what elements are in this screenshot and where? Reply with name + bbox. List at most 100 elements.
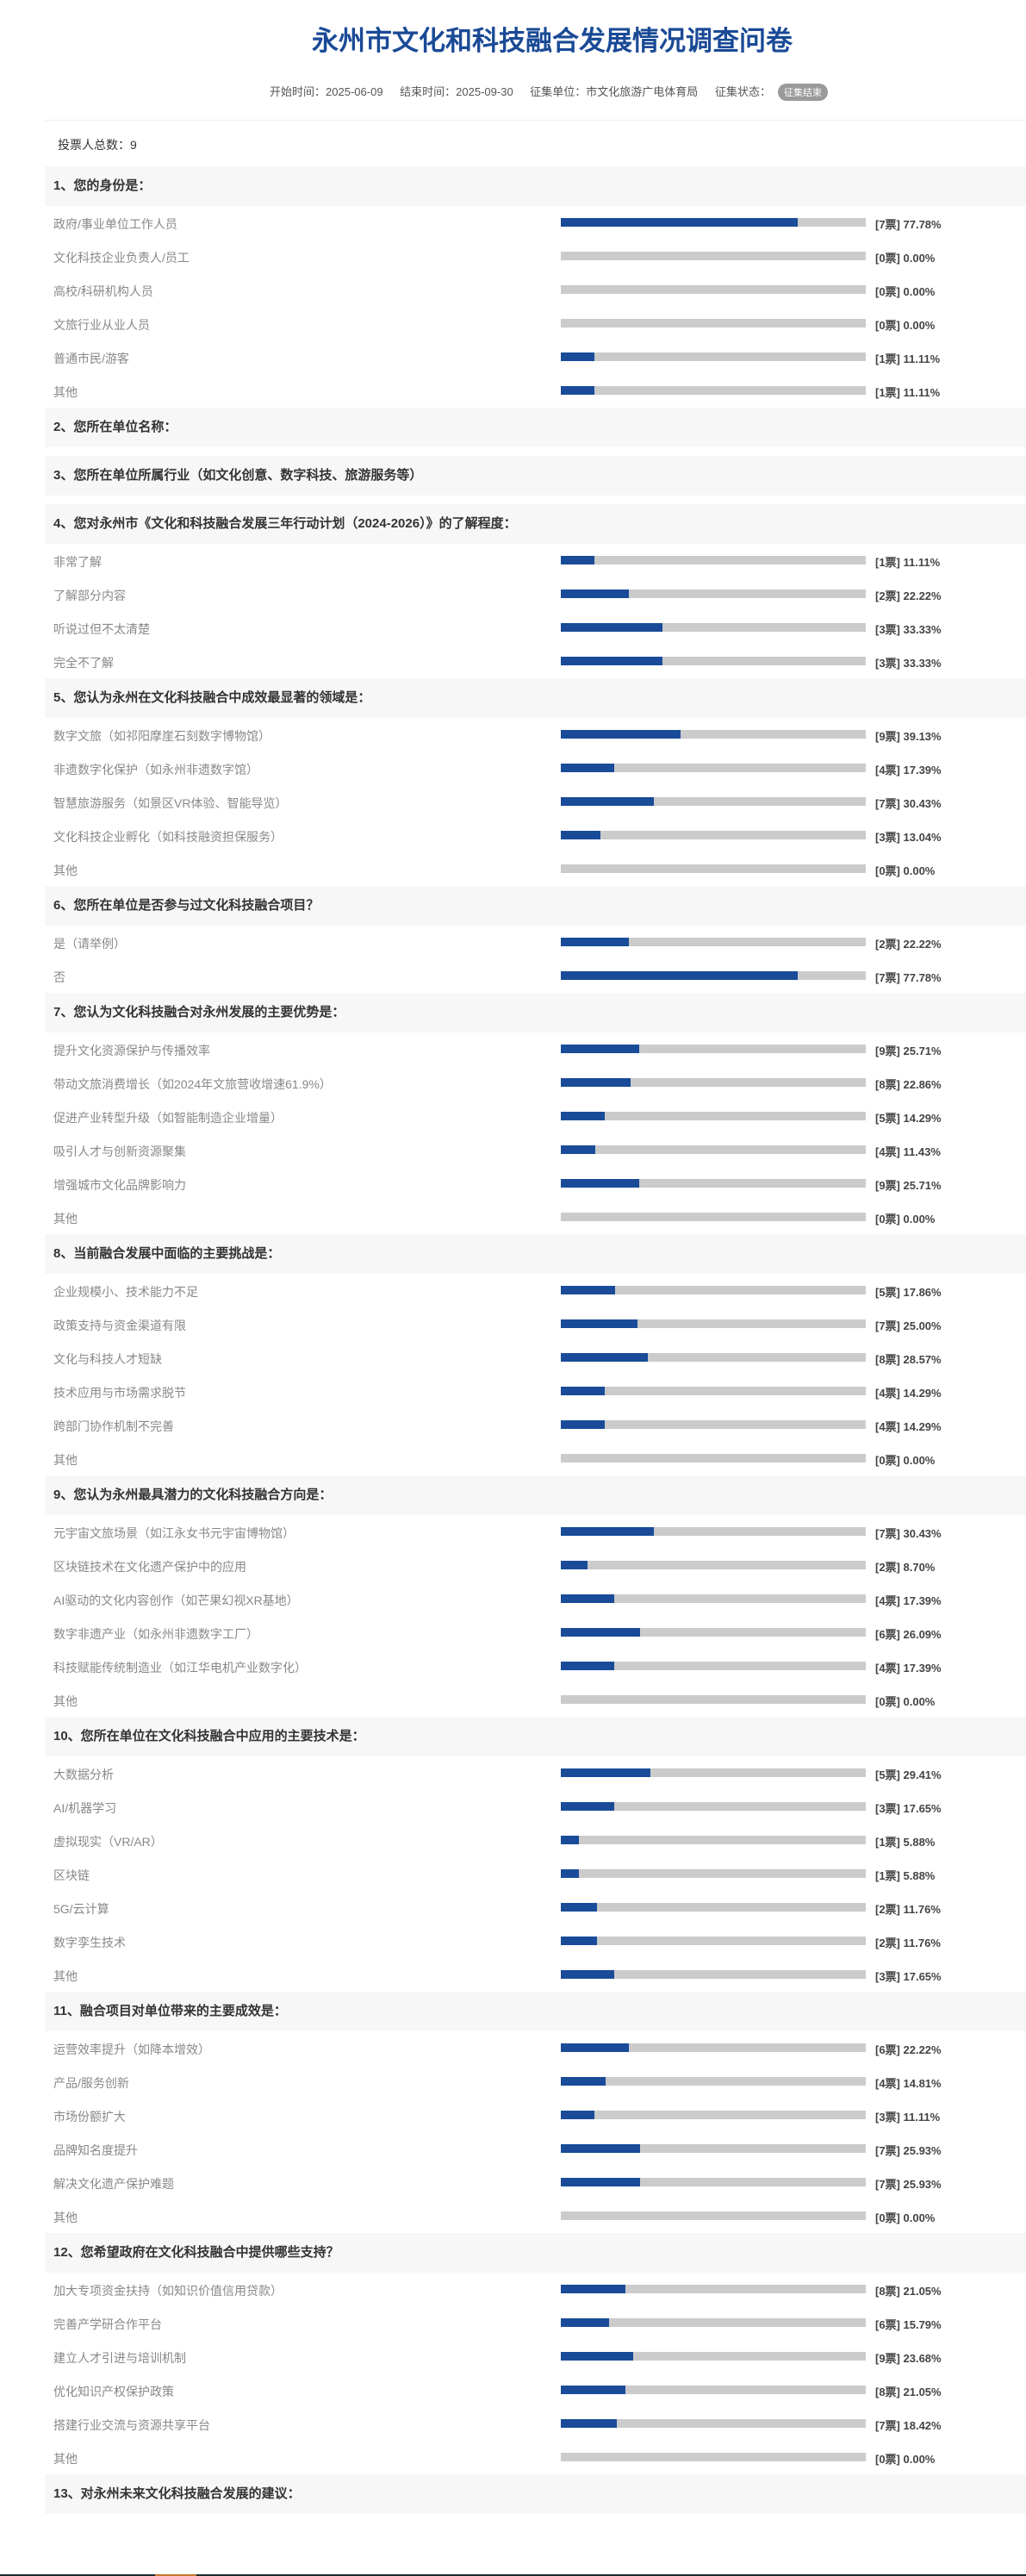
question-block: 1、您的身份是： 政府/事业单位工作人员 [7票] 77.78% 文化科技企业负责人/… — [45, 166, 1026, 408]
progress-fill — [561, 386, 595, 395]
option-row: 区块链 [1票] 5.88% — [45, 1857, 1026, 1891]
question-block: 9、您认为永州最具潜力的文化科技融合方向是： 元宇宙文旅场景（如江永女书元宇宙博物… — [45, 1475, 1026, 1717]
option-row: 其他 [3票] 17.65% — [45, 1958, 1026, 1992]
option-row: 区块链技术在文化遗产保护中的应用 [2票] 8.70% — [45, 1549, 1026, 1582]
progress-bar — [561, 1387, 866, 1395]
option-row: 虚拟现实（VR/AR） [1票] 5.88% — [45, 1824, 1026, 1857]
option-row: 数字非遗产业（如永州非遗数字工厂） [6票] 26.09% — [45, 1616, 1026, 1650]
progress-fill — [561, 218, 799, 227]
vote-result: [7票] 25.93% — [875, 2178, 942, 2191]
option-label: 品牌知名度提升 — [53, 2143, 138, 2157]
progress-fill — [561, 1420, 605, 1429]
option-label: 市场份额扩大 — [53, 2110, 126, 2124]
progress-fill — [561, 1836, 579, 1844]
option-label: 其他 — [53, 2452, 78, 2466]
progress-fill — [561, 2386, 625, 2394]
question-block: 10、您所在单位在文化科技融合中应用的主要技术是： 大数据分析 [5票] 29.41… — [45, 1717, 1026, 1992]
option-label: 区块链 — [53, 1868, 90, 1882]
vote-result: [7票] 30.43% — [875, 1527, 942, 1540]
option-label: 非常了解 — [53, 555, 102, 569]
option-row: 技术应用与市场需求脱节 [4票] 14.29% — [45, 1375, 1026, 1408]
progress-bar — [561, 1213, 866, 1221]
vote-result: [6票] 22.22% — [875, 2043, 942, 2056]
option-label: 解决文化遗产保护难题 — [53, 2177, 174, 2191]
vote-result: [4票] 11.43% — [875, 1145, 941, 1158]
option-row: 高校/科研机构人员 [0票] 0.00% — [45, 273, 1026, 307]
option-label: 技术应用与市场需求脱节 — [53, 1386, 186, 1400]
progress-bar — [561, 2419, 866, 2428]
option-label: 元宇宙文旅场景（如江永女书元宇宙博物馆） — [53, 1526, 295, 1540]
question-block: 5、您认为永州在文化科技融合中成效最显著的领域是： 数字文旅（如祁阳摩崖石刻数字博… — [45, 678, 1026, 886]
progress-fill — [561, 1561, 588, 1569]
vote-result: [2票] 22.22% — [875, 589, 942, 602]
option-row: 品牌知名度提升 [7票] 25.93% — [45, 2132, 1026, 2166]
option-row: 其他 [0票] 0.00% — [45, 1683, 1026, 1717]
vote-result: [0票] 0.00% — [875, 1213, 936, 1226]
vote-result: [4票] 14.29% — [875, 1420, 942, 1433]
option-label: 文化科技企业负责人/员工 — [53, 251, 190, 265]
progress-fill — [561, 1145, 596, 1154]
progress-bar — [561, 1594, 866, 1603]
option-row: 政府/事业单位工作人员 [7票] 77.78% — [45, 206, 1026, 240]
progress-fill — [561, 1662, 614, 1670]
question-title: 5、您认为永州在文化科技融合中成效最显著的领域是： — [45, 678, 1026, 718]
option-label: 文化与科技人才短缺 — [53, 1352, 162, 1366]
progress-fill — [561, 657, 662, 665]
progress-fill — [561, 1970, 615, 1979]
vote-result: [9票] 25.71% — [875, 1045, 942, 1057]
option-label: 数字孪生技术 — [53, 1936, 126, 1949]
vote-result: [4票] 17.39% — [875, 764, 942, 777]
option-row: 建立人才引进与培训机制 [9票] 23.68% — [45, 2340, 1026, 2373]
vote-result: [1票] 5.88% — [875, 1836, 936, 1849]
option-row: AI驱动的文化内容创作（如芒果幻视XR基地） [4票] 17.39% — [45, 1582, 1026, 1616]
option-label: AI驱动的文化内容创作（如芒果幻视XR基地） — [53, 1594, 299, 1607]
option-label: 科技赋能传统制造业（如江华电机产业数字化） — [53, 1661, 307, 1675]
progress-bar — [561, 252, 866, 260]
progress-fill — [561, 1353, 649, 1362]
option-label: 其他 — [53, 385, 78, 399]
option-label: 完善产学研合作平台 — [53, 2317, 162, 2331]
status-label: 征集状态： — [714, 85, 771, 98]
vote-result: [2票] 8.70% — [875, 1561, 936, 1574]
progress-bar — [561, 1319, 866, 1328]
option-row: 其他 [0票] 0.00% — [45, 1442, 1026, 1475]
question-block: 11、融合项目对单位带来的主要成效是： 运营效率提升（如降本增效） [6票] 22.… — [45, 1992, 1026, 2233]
progress-fill — [561, 1112, 605, 1120]
vote-result: [3票] 17.65% — [875, 1970, 942, 1983]
option-row: 非常了解 [1票] 11.11% — [45, 544, 1026, 577]
vote-result: [6票] 26.09% — [875, 1628, 942, 1641]
option-label: 完全不了解 — [53, 656, 114, 670]
option-label: 普通市民/游客 — [53, 352, 129, 365]
option-row: AI/机器学习 [3票] 17.65% — [45, 1790, 1026, 1824]
option-label: 虚拟现实（VR/AR） — [53, 1835, 163, 1849]
taskbar-edge — [0, 2574, 1026, 2576]
progress-fill — [561, 1387, 605, 1395]
progress-fill — [561, 2043, 629, 2052]
option-label: 其他 — [53, 1212, 78, 1226]
progress-bar — [561, 730, 866, 739]
progress-bar — [561, 657, 866, 665]
progress-fill — [561, 730, 681, 739]
question-title: 8、当前融合发展中面临的主要挑战是： — [45, 1234, 1026, 1274]
option-row: 5G/云计算 [2票] 11.76% — [45, 1891, 1026, 1924]
option-label: 增强城市文化品牌影响力 — [53, 1178, 186, 1192]
vote-result: [8票] 22.86% — [875, 1078, 942, 1091]
progress-fill — [561, 764, 614, 772]
option-label: 跨部门协作机制不完善 — [53, 1419, 174, 1433]
option-row: 大数据分析 [5票] 29.41% — [45, 1756, 1026, 1790]
vote-result: [5票] 17.86% — [875, 1286, 942, 1299]
progress-bar — [561, 864, 866, 873]
option-label: 其他 — [53, 1453, 78, 1467]
option-row: 其他 [1票] 11.11% — [45, 374, 1026, 408]
question-block: 4、您对永州市《文化和科技融合发展三年行动计划（2024-2026）》的了解程度… — [45, 504, 1026, 678]
progress-fill — [561, 1179, 639, 1188]
taskbar-active-item[interactable] — [155, 2574, 196, 2576]
option-row: 否 [7票] 77.78% — [45, 959, 1026, 993]
option-row: 加大专项资金扶持（如知识价值信用贷款） [8票] 21.05% — [45, 2273, 1026, 2306]
vote-result: [7票] 77.78% — [875, 971, 942, 984]
progress-bar — [561, 971, 866, 980]
progress-fill — [561, 1078, 631, 1087]
vote-result: [0票] 0.00% — [875, 2211, 936, 2224]
progress-bar — [561, 1112, 866, 1120]
progress-bar — [561, 2178, 866, 2186]
